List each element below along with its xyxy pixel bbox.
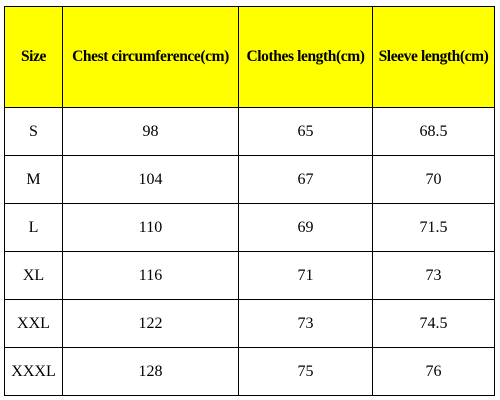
clothes-length-cell: 73 [238,299,373,348]
size-cell: M [4,155,63,204]
chest-cell: 128 [62,347,239,396]
table-row: S 98 65 68.5 [4,107,495,156]
table-row: M 104 67 70 [4,155,495,204]
sleeve-length-cell: 70 [372,155,495,204]
clothes-length-cell: 67 [238,155,373,204]
table-row: XXL 122 73 74.5 [4,299,495,348]
sleeve-length-cell: 74.5 [372,299,495,348]
chest-cell: 116 [62,251,239,300]
header-row: Size Chest circumference(cm) Clothes len… [4,6,495,108]
header-size: Size [4,6,63,108]
sleeve-length-cell: 76 [372,347,495,396]
size-cell: S [4,107,63,156]
clothes-length-cell: 75 [238,347,373,396]
size-cell: L [4,203,63,252]
table-row: XL 116 71 73 [4,251,495,300]
size-chart-table: Size Chest circumference(cm) Clothes len… [4,6,495,396]
clothes-length-cell: 69 [238,203,373,252]
sleeve-length-cell: 68.5 [372,107,495,156]
clothes-length-cell: 65 [238,107,373,156]
chest-cell: 122 [62,299,239,348]
header-clothes-length: Clothes length(cm) [238,6,373,108]
chest-cell: 98 [62,107,239,156]
table-row: XXXL 128 75 76 [4,347,495,396]
size-cell: XXL [4,299,63,348]
header-chest-circumference: Chest circumference(cm) [62,6,239,108]
clothes-length-cell: 71 [238,251,373,300]
chest-cell: 104 [62,155,239,204]
header-sleeve-length: Sleeve length(cm) [372,6,495,108]
size-cell: XL [4,251,63,300]
size-cell: XXXL [4,347,63,396]
table-row: L 110 69 71.5 [4,203,495,252]
sleeve-length-cell: 73 [372,251,495,300]
chest-cell: 110 [62,203,239,252]
sleeve-length-cell: 71.5 [372,203,495,252]
